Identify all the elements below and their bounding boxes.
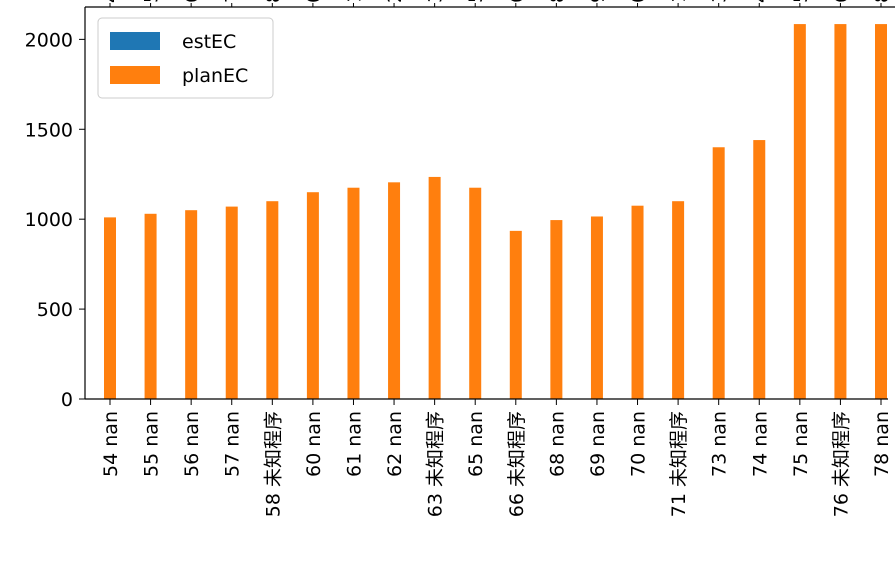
top-ticks-group: 4 5 6 7 8 0 1 2 3 5 6 8 9 0 1 3 4 5 6 8 [100,0,893,7]
bar-planEC-0 [104,217,116,399]
x-tick-label-3: 57 nan [222,411,244,477]
bars-group [104,24,887,400]
bar-planEC-2 [185,210,198,399]
y-tick-label-2: 1000 [25,209,73,231]
x-tick-label-5: 60 nan [303,411,325,477]
top-tick-label-4: 8 [262,0,284,3]
x-tick-label-19: 78 nan [871,411,893,477]
x-tick-label-2: 56 nan [181,411,203,477]
x-tick-label-4: 58 未知程序 [262,411,284,517]
x-tick-label-18: 76 未知程序 [830,411,852,517]
top-tick-label-2: 6 [181,0,203,3]
bar-planEC-10 [509,230,522,399]
bar-planEC-13 [631,205,644,399]
bar-planEC-14 [672,201,685,399]
bar-planEC-12 [590,216,603,399]
y-tick-label-3: 1500 [25,119,73,141]
top-tick-label-0: 4 [100,0,122,3]
top-tick-label-5: 0 [303,0,325,3]
top-tick-label-16: 4 [749,0,771,3]
top-tick-label-11: 8 [546,0,568,3]
y-tick-label-0: 0 [61,389,73,411]
bar-planEC-4 [266,201,279,399]
bar-planEC-6 [347,187,360,399]
bar-planEC-8 [428,176,441,399]
x-tick-label-10: 66 未知程序 [506,411,528,517]
top-tick-label-9: 5 [465,0,487,3]
legend-label-estEC: estEC [182,31,236,53]
x-tick-label-15: 73 nan [709,411,731,477]
legend-label-planEC: planEC [182,65,248,87]
x-tick-label-16: 74 nan [749,411,771,477]
x-tick-label-8: 63 未知程序 [425,411,447,517]
bar-planEC-9 [469,187,482,399]
x-tick-label-12: 69 nan [587,411,609,477]
x-tick-label-11: 68 nan [546,411,568,477]
top-tick-label-18: 6 [830,0,852,3]
bar-planEC-1 [144,213,157,399]
x-tick-label-9: 65 nan [465,411,487,477]
top-tick-label-13: 0 [628,0,650,3]
bar-planEC-15 [712,147,725,399]
x-tick-label-17: 75 nan [790,411,812,477]
top-tick-label-10: 6 [506,0,528,3]
x-tick-label-13: 70 nan [628,411,650,477]
top-tick-label-17: 5 [790,0,812,3]
top-tick-label-6: 1 [343,0,365,3]
bar-planEC-17 [793,24,806,399]
top-tick-label-15: 3 [709,0,731,3]
x-tick-label-1: 55 nan [141,411,163,477]
top-tick-label-7: 2 [384,0,406,3]
legend-swatch-estEC [110,32,160,50]
top-tick-label-1: 5 [141,0,163,3]
x-tick-label-6: 61 nan [343,411,365,477]
y-ticks-group: 0 500 1000 1500 2000 [25,29,85,411]
top-tick-label-3: 7 [222,0,244,3]
x-ticks-group: 54 nan 55 nan 56 nan 57 nan 58 未知程序 60 nan 61 … [100,399,893,517]
x-tick-label-0: 54 nan [100,411,122,477]
y-tick-label-1: 500 [37,299,73,321]
bar-planEC-16 [753,140,766,400]
x-tick-label-7: 62 nan [384,411,406,477]
bar-planEC-19 [875,24,887,399]
top-tick-label-12: 9 [587,0,609,3]
bar-planEC-11 [550,220,563,399]
legend-swatch-planEC [110,66,160,84]
top-tick-label-14: 1 [668,0,690,3]
bar-planEC-5 [306,192,319,399]
bar-planEC-3 [225,206,238,399]
y-tick-label-4: 2000 [25,29,73,51]
x-tick-label-14: 71 未知程序 [668,411,690,517]
axes-group [84,6,895,400]
bar-planEC-7 [388,182,401,399]
bar-planEC-18 [834,24,847,399]
legend: estEC planEC [97,17,274,99]
top-tick-label-8: 3 [425,0,447,3]
top-tick-label-19: 8 [871,0,893,3]
